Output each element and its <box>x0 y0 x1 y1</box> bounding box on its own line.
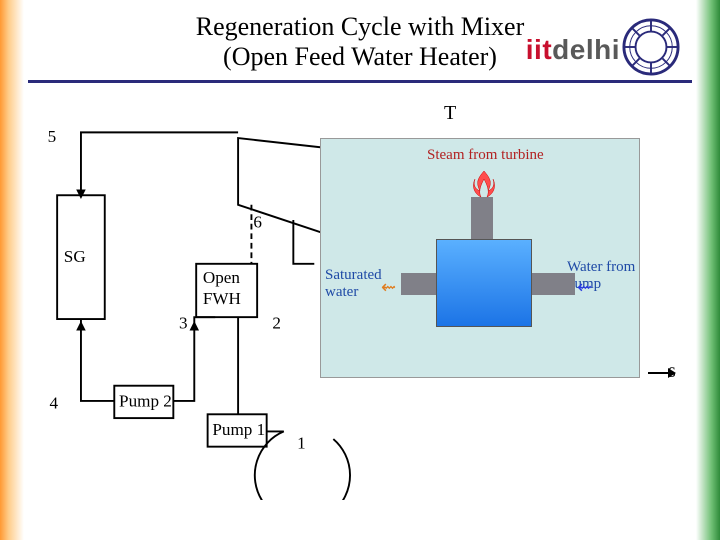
slide: Regeneration Cycle with Mixer (Open Feed… <box>0 0 720 540</box>
mixer-inset: Steam from turbine Saturated water Water… <box>320 138 640 378</box>
title-line1: Regeneration Cycle with Mixer <box>196 12 525 41</box>
node-2: 2 <box>272 314 281 333</box>
flame-icon <box>471 169 497 199</box>
openfwh-l2: FWH <box>203 289 241 308</box>
pipe-left <box>401 273 437 295</box>
pipe-right <box>531 273 575 295</box>
gradient-right <box>696 0 720 540</box>
pump2-label: Pump 2 <box>119 392 172 411</box>
mixer-body <box>436 239 532 327</box>
node-6: 6 <box>253 213 262 232</box>
sg-label: SG <box>64 247 86 266</box>
pipe-top <box>471 197 493 241</box>
node-4: 4 <box>50 394 59 413</box>
iit-delhi-wordmark: iitdelhi <box>526 34 620 66</box>
cycle-schematic: SG Open FWH Pump 2 Pump 1 5 6 2 3 4 1 <box>40 100 360 500</box>
logo-iit: iit <box>526 34 552 65</box>
node-1: 1 <box>297 434 306 453</box>
out-arrow-left-icon: ⇜ <box>381 277 396 298</box>
pump1-label: Pump 1 <box>212 420 265 439</box>
openfwh-l1: Open <box>203 268 241 287</box>
node-5: 5 <box>48 127 57 146</box>
title-divider <box>28 80 692 83</box>
node-3: 3 <box>179 314 188 333</box>
title-line2: (Open Feed Water Heater) <box>223 42 497 71</box>
t-axis-label: T <box>444 102 456 125</box>
logo-delhi: delhi <box>552 34 620 65</box>
s-axis-arrow-icon <box>648 366 676 380</box>
steam-label: Steam from turbine <box>427 147 544 164</box>
gradient-left <box>0 0 24 540</box>
iit-emblem-icon <box>622 18 680 76</box>
in-arrow-right-icon: ⇜ <box>577 277 592 298</box>
